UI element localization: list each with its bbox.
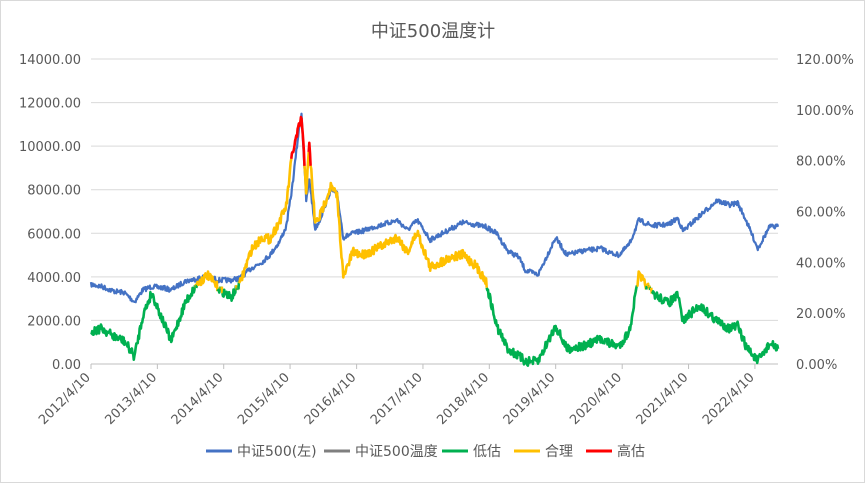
- y-left-tick-label: 8000.00: [27, 184, 81, 199]
- gridlines: [91, 58, 778, 365]
- y-left-tick-label: 4000.00: [27, 271, 81, 286]
- y-right-tick-label: 120.00%: [796, 53, 854, 68]
- series-temperature-fair-segment: [309, 165, 488, 288]
- x-tick-label: 2014/4/10: [169, 370, 227, 428]
- series-temperature-high-segment: [290, 115, 306, 166]
- series-temperature-fair-segment: [303, 151, 310, 195]
- x-tick-label: 2019/4/10: [501, 370, 559, 428]
- series-temperature-fair-segment: [238, 158, 293, 284]
- x-tick-label: 2016/4/10: [302, 370, 360, 428]
- x-tick-label: 2021/4/10: [634, 370, 692, 428]
- series-index-line: [89, 112, 780, 304]
- plot-series: [89, 112, 780, 367]
- x-tick-label: 2015/4/10: [235, 370, 293, 428]
- series-temperature-low-segment: [650, 290, 780, 365]
- y-right-tick-label: 0.00%: [796, 358, 837, 373]
- series-temperature-fair-segment: [636, 270, 648, 290]
- legend-item: 中证500温度: [355, 444, 438, 460]
- series-temperature-fair-segment: [195, 270, 219, 292]
- y-right-tick-label: 20.00%: [796, 307, 846, 322]
- legend-item: 高估: [617, 443, 645, 460]
- legend-item: 中证500(左): [237, 444, 317, 460]
- y-axis-right: 0.00% 20.00% 40.00% 60.00% 80.00% 100.00% 120.…: [796, 53, 854, 373]
- x-tick-label: 2013/4/10: [102, 370, 160, 428]
- x-tick-label: 2022/4/10: [700, 370, 758, 428]
- y-axis-left: 0.00 2000.00 4000.00 6000.00 8000.00 10000.00…: [19, 53, 81, 373]
- x-axis: 2012/4/10 2013/4/10 2014/4/10 2015/4/10 2016…: [36, 363, 778, 428]
- y-left-tick-label: 12000.00: [19, 97, 81, 112]
- y-left-tick-label: 2000.00: [27, 314, 81, 329]
- y-right-tick-label: 60.00%: [796, 206, 846, 221]
- series-temperature-fair-segment: [220, 286, 224, 294]
- y-left-tick-label: 10000.00: [19, 140, 81, 155]
- series-temperature-low-segment: [90, 285, 197, 361]
- legend-item: 合理: [545, 444, 573, 460]
- series-temperature-low-segment: [485, 285, 639, 367]
- legend-item: 低估: [473, 444, 501, 460]
- x-tick-label: 2017/4/10: [368, 370, 426, 428]
- y-left-tick-label: 0.00: [52, 358, 81, 373]
- x-tick-label: 2018/4/10: [434, 370, 492, 428]
- series-temperature-low-segment: [195, 284, 199, 289]
- y-left-tick-label: 14000.00: [19, 53, 81, 68]
- x-tick-label: 2020/4/10: [567, 370, 625, 428]
- chart-title: 中证500温度计: [371, 21, 495, 42]
- y-left-tick-label: 6000.00: [27, 227, 81, 242]
- x-tick-label: 2012/4/10: [36, 370, 94, 428]
- y-right-tick-label: 80.00%: [796, 155, 846, 170]
- y-right-tick-label: 40.00%: [796, 256, 846, 271]
- y-right-tick-label: 100.00%: [796, 104, 854, 119]
- series-temperature-high-segment: [307, 141, 312, 166]
- series-temperature-low-segment: [221, 285, 238, 302]
- series-temperature-low-segment: [644, 285, 649, 290]
- legend: 中证500(左) 中证500温度 低估 合理 高估: [206, 443, 645, 460]
